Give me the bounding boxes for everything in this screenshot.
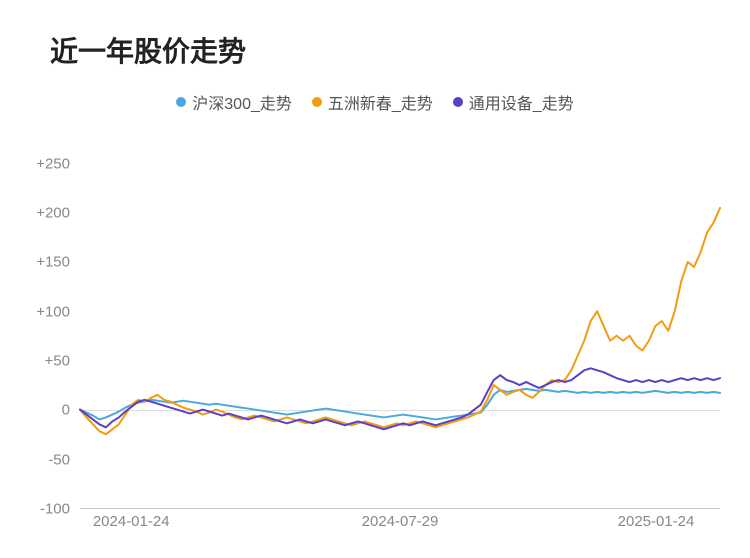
x-tick-label: 2025-01-24	[618, 513, 695, 530]
legend: 沪深300_走势 五洲新春_走势 通用设备_走势	[30, 90, 720, 114]
y-tick-label: +150	[20, 254, 70, 271]
y-tick-label: +200	[20, 205, 70, 222]
y-tick-label: 0	[20, 402, 70, 419]
chart-container: 近一年股价走势 沪深300_走势 五洲新春_走势 通用设备_走势 -100-50…	[0, 0, 750, 558]
legend-item-0: 沪深300_走势	[176, 90, 292, 114]
legend-label-0: 沪深300_走势	[192, 90, 292, 114]
y-tick-label: -100	[20, 501, 70, 518]
y-tick-label: +250	[20, 155, 70, 172]
y-tick-label: +100	[20, 303, 70, 320]
series-line	[80, 208, 720, 434]
legend-dot-0	[176, 97, 186, 107]
legend-label-2: 通用设备_走势	[469, 90, 574, 114]
y-axis: -100-500+50+100+150+200+250	[25, 139, 75, 508]
series-line	[80, 368, 720, 429]
legend-dot-1	[312, 97, 322, 107]
y-tick-label: +50	[20, 353, 70, 370]
legend-dot-2	[453, 97, 463, 107]
x-axis: 2024-01-24 2024-07-29 2025-01-24	[80, 513, 720, 538]
x-tick-label: 2024-07-29	[362, 513, 439, 530]
chart-title: 近一年股价走势	[50, 30, 720, 70]
legend-label-1: 五洲新春_走势	[328, 90, 433, 114]
y-tick-label: -50	[20, 451, 70, 468]
plot-area: -100-500+50+100+150+200+250 2024-01-2420…	[80, 139, 720, 509]
chart-lines-svg	[80, 139, 720, 508]
legend-item-1: 五洲新春_走势	[312, 90, 433, 114]
x-tick-label: 2024-01-24	[93, 513, 170, 530]
legend-item-2: 通用设备_走势	[453, 90, 574, 114]
